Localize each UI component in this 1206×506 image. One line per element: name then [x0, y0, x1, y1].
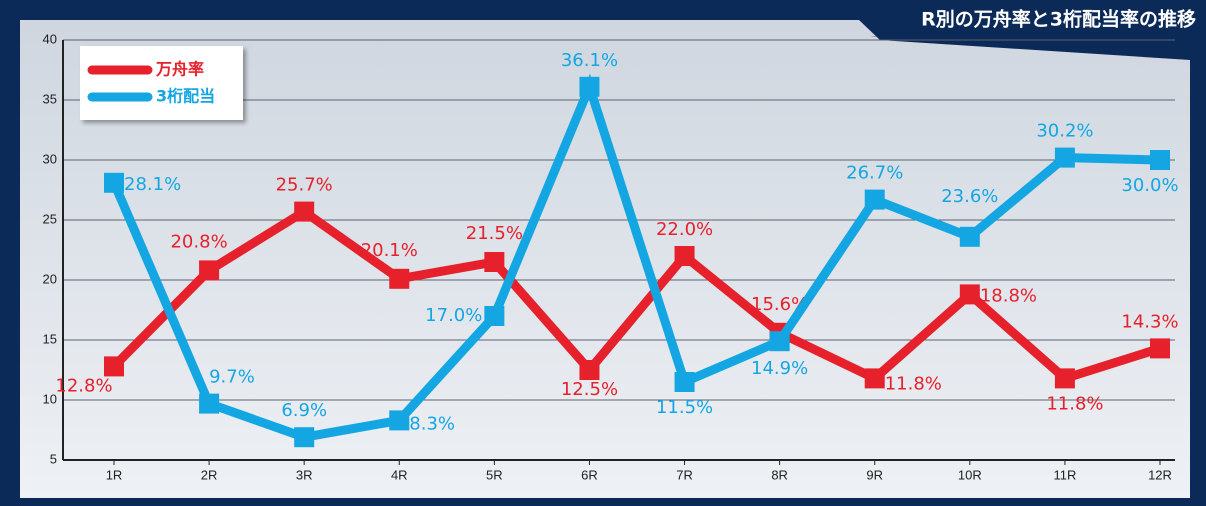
data-label: 30.0%: [1121, 175, 1178, 196]
data-label: 23.6%: [941, 186, 998, 207]
legend-label: 万舟率: [155, 60, 204, 79]
y-tick-label: 15: [43, 331, 57, 346]
data-label: 22.0%: [656, 219, 713, 240]
point-marker: [579, 76, 600, 97]
legend-box: [80, 46, 243, 120]
x-tick-label: 5R: [486, 467, 503, 482]
data-label: 9.7%: [209, 367, 255, 388]
legend-label: 3桁配当: [156, 87, 215, 106]
data-label: 8.3%: [409, 413, 455, 434]
data-label: 14.9%: [751, 358, 808, 379]
y-tick-label: 10: [43, 391, 57, 406]
point-marker: [389, 410, 410, 431]
series-line: [110, 206, 1162, 384]
point-marker: [959, 284, 980, 305]
point-marker: [579, 360, 600, 380]
title-tab-edge: [870, 36, 1190, 58]
x-tick-label: 4R: [391, 467, 408, 482]
data-label: 20.1%: [361, 240, 418, 261]
data-label: 12.5%: [561, 379, 618, 400]
point-marker: [294, 427, 315, 448]
data-label: 21.5%: [466, 223, 523, 244]
data-label: 15.6%: [751, 294, 808, 315]
data-label: 11.5%: [656, 397, 713, 418]
x-tick-label: 8R: [771, 467, 788, 482]
x-tick-label: 6R: [581, 467, 598, 482]
data-label: 28.1%: [124, 174, 181, 195]
point-marker: [199, 393, 220, 414]
data-label: 20.8%: [170, 231, 227, 252]
point-marker: [769, 331, 790, 352]
y-tick-label: 5: [50, 451, 57, 466]
point-marker: [199, 260, 220, 281]
x-tick-label: 2R: [201, 467, 218, 482]
x-tick-label: 10R: [958, 467, 982, 482]
x-tick-label: 11R: [1053, 467, 1076, 482]
point-marker: [674, 372, 695, 392]
data-label: 17.0%: [425, 305, 482, 326]
point-marker: [959, 226, 980, 247]
point-marker: [1054, 147, 1075, 168]
point-marker: [1054, 368, 1075, 389]
data-label: 18.8%: [980, 285, 1037, 306]
point-marker: [1150, 338, 1170, 359]
x-tick-label: 7R: [676, 467, 693, 482]
y-tick-label: 20: [43, 271, 57, 286]
data-label: 14.3%: [1121, 311, 1178, 332]
data-label: 36.1%: [561, 50, 618, 71]
point-marker: [484, 306, 505, 326]
y-tick-label: 30: [43, 151, 57, 166]
x-tick-label: 1R: [106, 467, 123, 482]
data-label: 6.9%: [281, 400, 327, 421]
point-marker: [864, 368, 885, 389]
data-label: 11.8%: [885, 373, 942, 394]
data-label: 25.7%: [276, 175, 333, 196]
point-marker: [104, 356, 124, 377]
point-marker: [674, 246, 695, 266]
y-tick-label: 40: [43, 31, 57, 46]
x-tick-label: 12R: [1148, 467, 1172, 482]
point-marker: [484, 252, 505, 272]
series-line: [109, 73, 1161, 442]
point-marker: [104, 172, 124, 193]
y-tick-label: 35: [43, 91, 57, 106]
data-label: 26.7%: [846, 163, 903, 184]
point-marker: [1150, 150, 1170, 170]
point-marker: [294, 201, 315, 222]
point-marker: [864, 189, 885, 210]
x-tick-label: 3R: [296, 467, 313, 482]
data-label: 11.8%: [1046, 393, 1103, 414]
y-tick-label: 25: [43, 211, 57, 226]
data-label: 12.8%: [55, 375, 112, 396]
x-tick-label: 9R: [866, 467, 883, 482]
data-label: 30.2%: [1036, 121, 1093, 142]
chart-title: R別の万舟率と3桁配当率の推移: [921, 8, 1196, 31]
point-marker: [389, 268, 410, 289]
